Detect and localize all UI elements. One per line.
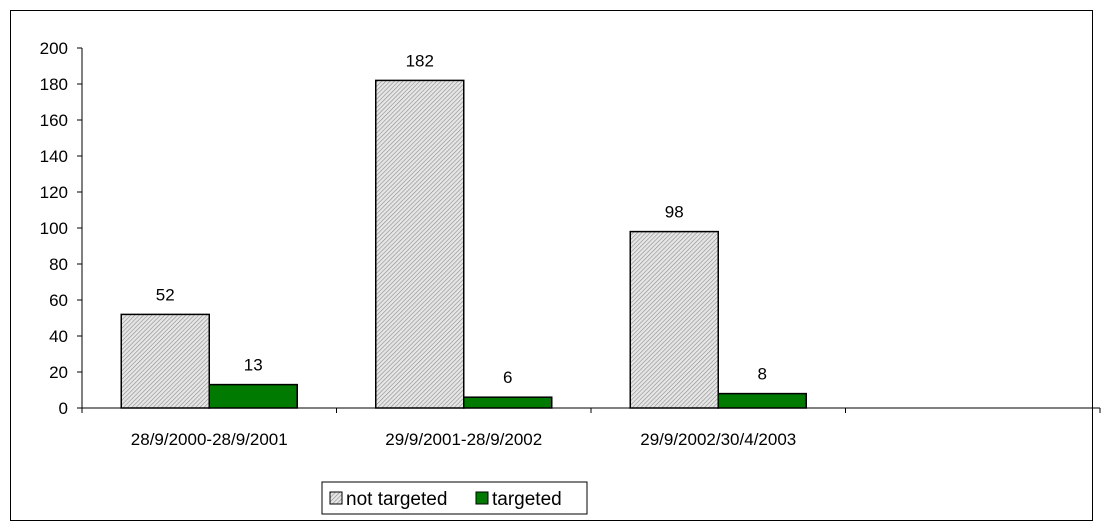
x-tick-label: 29/9/2001-28/9/2002 (385, 430, 542, 449)
chart-frame (10, 10, 1093, 521)
bar-targeted (463, 396, 553, 409)
bar-not-targeted (629, 230, 719, 409)
bar-not-targeted (375, 79, 465, 409)
y-tick-label: 80 (49, 255, 68, 274)
x-tick-label: 29/9/2002/30/4/2003 (640, 430, 796, 449)
y-tick-label: 160 (40, 111, 68, 130)
y-tick-label: 20 (49, 363, 68, 382)
y-tick-label: 40 (49, 327, 68, 346)
y-tick-label: 120 (40, 183, 68, 202)
legend-swatch-not-targeted (329, 491, 343, 505)
data-label: 98 (665, 203, 684, 222)
legend-swatch-targeted (475, 491, 489, 505)
bar-not-targeted (120, 313, 210, 409)
data-label: 6 (503, 368, 512, 387)
data-label: 8 (758, 365, 767, 384)
bar-targeted (208, 383, 298, 409)
y-tick-label: 0 (59, 399, 68, 418)
legend-label: not targeted (346, 489, 447, 510)
bars (120, 79, 807, 409)
x-tick-label: 28/9/2000-28/9/2001 (131, 430, 288, 449)
y-tick-label: 180 (40, 75, 68, 94)
legend-box (321, 481, 588, 515)
legend: not targeted targeted (321, 481, 588, 515)
data-label: 52 (156, 285, 175, 304)
data-label: 13 (244, 356, 263, 375)
data-label: 182 (406, 51, 434, 70)
y-tick-label: 200 (40, 39, 68, 58)
y-tick-label: 60 (49, 291, 68, 310)
y-tick-label: 140 (40, 147, 68, 166)
legend-label: targeted (492, 489, 562, 510)
data-labels: 52 13 182 6 98 8 (156, 51, 767, 387)
y-tick-label: 100 (40, 219, 68, 238)
bar-targeted (717, 392, 807, 409)
